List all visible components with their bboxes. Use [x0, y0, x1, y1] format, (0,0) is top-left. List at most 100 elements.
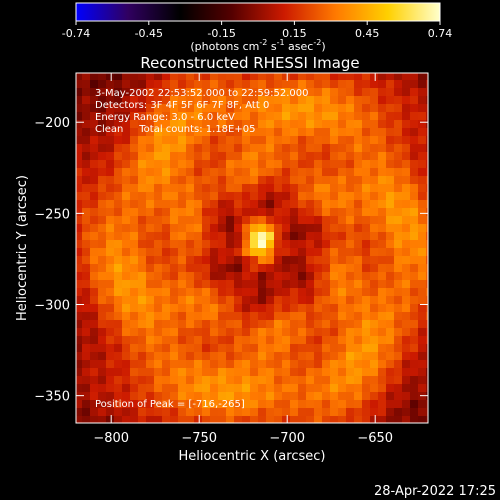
- heat-cell: [162, 168, 171, 177]
- heat-cell: [322, 88, 331, 97]
- heat-cell: [234, 152, 243, 161]
- heat-cell: [274, 384, 283, 393]
- heat-cell: [418, 168, 427, 177]
- heat-cell: [210, 88, 219, 97]
- heat-cell: [162, 88, 171, 97]
- heat-cell: [242, 216, 251, 225]
- heat-cell: [194, 168, 203, 177]
- heat-cell: [386, 232, 395, 241]
- heat-cell: [186, 416, 195, 423]
- heat-cell: [250, 408, 259, 417]
- heat-cell: [370, 88, 379, 97]
- heat-cell: [322, 352, 331, 361]
- heat-cell: [338, 312, 347, 321]
- heat-cell: [218, 272, 227, 281]
- heat-cell: [338, 240, 347, 249]
- heat-cell: [394, 248, 403, 257]
- heat-cell: [394, 208, 403, 217]
- heat-cell: [258, 376, 267, 385]
- heat-cell: [282, 288, 291, 297]
- heat-cell: [282, 120, 291, 129]
- heat-cell: [154, 216, 163, 225]
- heat-cell: [114, 152, 123, 161]
- heat-cell: [322, 200, 331, 209]
- heat-cell: [114, 368, 123, 377]
- heat-cell: [250, 136, 259, 145]
- y-axis-label: Heliocentric Y (arcsec): [15, 175, 30, 321]
- heat-cell: [82, 104, 91, 113]
- heat-cell: [114, 360, 123, 369]
- heat-cell: [378, 408, 387, 417]
- heat-cell: [258, 232, 267, 241]
- heat-cell: [242, 408, 251, 417]
- heat-cell: [258, 424, 267, 433]
- heat-cell: [394, 408, 403, 417]
- heat-cell: [290, 136, 299, 145]
- heat-cell: [122, 312, 131, 321]
- heat-cell: [170, 120, 179, 129]
- heat-cell: [186, 176, 195, 185]
- heat-cell: [290, 112, 299, 121]
- heat-cell: [258, 240, 267, 249]
- heat-cell: [306, 352, 315, 361]
- heat-cell: [106, 312, 115, 321]
- heat-cell: [154, 152, 163, 161]
- heat-cell: [298, 400, 307, 409]
- heat-cell: [178, 200, 187, 209]
- heat-cell: [210, 136, 219, 145]
- heat-cell: [394, 264, 403, 273]
- heat-cell: [82, 384, 91, 393]
- heat-cell: [250, 73, 259, 81]
- heat-cell: [426, 248, 428, 257]
- heat-cell: [290, 192, 299, 201]
- heat-cell: [338, 73, 347, 81]
- heat-cell: [250, 352, 259, 361]
- heat-cell: [426, 216, 428, 225]
- heat-cell: [306, 384, 315, 393]
- heat-cell: [378, 120, 387, 129]
- heat-cell: [186, 248, 195, 257]
- heat-cell: [202, 152, 211, 161]
- heat-cell: [378, 88, 387, 97]
- heat-cell: [218, 416, 227, 423]
- heat-cell: [314, 192, 323, 201]
- heat-cell: [234, 408, 243, 417]
- heat-cell: [354, 392, 363, 401]
- heat-cell: [154, 328, 163, 337]
- heat-cell: [210, 416, 219, 423]
- heat-cell: [226, 168, 235, 177]
- heat-cell: [154, 392, 163, 401]
- heat-cell: [186, 88, 195, 97]
- heat-cell: [202, 232, 211, 241]
- heat-cell: [106, 96, 115, 105]
- heat-cell: [90, 392, 99, 401]
- heat-cell: [346, 152, 355, 161]
- heat-cell: [402, 296, 411, 305]
- heat-cell: [426, 328, 428, 337]
- heat-cell: [154, 280, 163, 289]
- heat-cell: [90, 376, 99, 385]
- heat-cell: [98, 136, 107, 145]
- heat-cell: [274, 288, 283, 297]
- heat-cell: [90, 216, 99, 225]
- heat-cell: [402, 408, 411, 417]
- heat-cell: [306, 144, 315, 153]
- heat-cell: [162, 344, 171, 353]
- heat-cell: [138, 128, 147, 137]
- heat-cell: [218, 136, 227, 145]
- heat-cell: [426, 168, 428, 177]
- heat-cell: [370, 73, 379, 81]
- heat-cell: [122, 144, 131, 153]
- heat-cell: [338, 128, 347, 137]
- heat-cell: [426, 336, 428, 345]
- heat-cell: [186, 376, 195, 385]
- heat-cell: [354, 376, 363, 385]
- heat-cell: [186, 360, 195, 369]
- heat-cell: [106, 208, 115, 217]
- heat-cell: [386, 248, 395, 257]
- heat-cell: [162, 160, 171, 169]
- heat-cell: [354, 328, 363, 337]
- heat-cell: [76, 272, 83, 281]
- heat-cell: [114, 304, 123, 313]
- heat-cell: [274, 312, 283, 321]
